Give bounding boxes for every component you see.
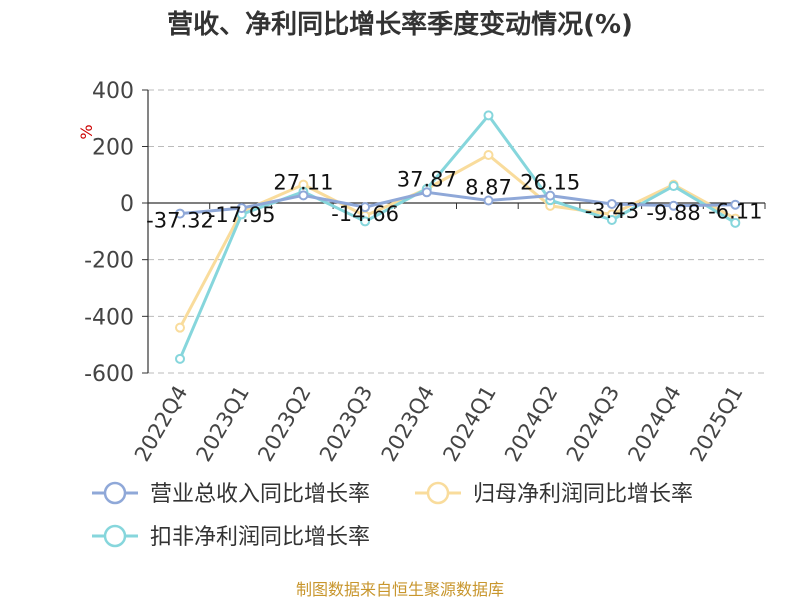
y-tick-label: 200 xyxy=(92,136,134,161)
chart-title: 营收、净利同比增长率季度变动情况(%) xyxy=(167,9,633,40)
data-label: 26.15 xyxy=(520,171,580,195)
data-point[interactable] xyxy=(483,149,494,160)
legend-swatch-marker xyxy=(103,524,127,548)
data-label: -3.43 xyxy=(585,199,639,223)
x-tick-label: 2024Q2 xyxy=(500,382,562,466)
data-label: -17.95 xyxy=(208,203,276,227)
source-note: 制图数据来自恒生聚源数据库 xyxy=(296,580,504,599)
data-point[interactable] xyxy=(606,198,617,209)
data-label: 37.87 xyxy=(397,167,457,191)
x-tick-label: 2025Q1 xyxy=(685,382,747,466)
y-tick-label: -400 xyxy=(84,305,134,330)
data-point[interactable] xyxy=(360,216,371,227)
y-tick-label: -200 xyxy=(84,249,134,274)
data-point[interactable] xyxy=(360,202,371,213)
x-tick-label: 2023Q1 xyxy=(192,382,254,466)
data-label: 27.11 xyxy=(273,170,333,194)
data-label: 8.87 xyxy=(465,175,512,199)
data-point[interactable] xyxy=(298,190,309,201)
x-tick-label: 2023Q2 xyxy=(253,382,315,466)
series-line-0 xyxy=(179,190,736,216)
data-label: -14.66 xyxy=(331,202,399,226)
data-labels: -37.32-17.95 27.11 -14.66 37.87 8.87 26.15-3.… xyxy=(146,167,762,232)
x-tick-label: 2024Q4 xyxy=(623,382,685,466)
data-point[interactable] xyxy=(236,203,247,214)
legend-label: 扣非净利润同比增长率 xyxy=(150,525,370,550)
legend-item-1[interactable]: 归母净利润同比增长率 xyxy=(415,481,693,507)
series-line-2 xyxy=(178,113,737,360)
grid xyxy=(148,89,765,374)
series-lines xyxy=(175,110,741,364)
data-point[interactable] xyxy=(730,217,741,228)
axes xyxy=(147,90,766,373)
legend-label: 归母净利润同比增长率 xyxy=(473,482,693,507)
x-tick-label: 2022Q4 xyxy=(130,382,192,466)
data-point[interactable] xyxy=(175,322,185,333)
data-point[interactable] xyxy=(483,195,494,206)
data-label: -37.32 xyxy=(146,209,214,233)
y-tick-label: -600 xyxy=(84,362,134,387)
data-point[interactable] xyxy=(668,181,679,192)
legend-item-0[interactable]: 营业总收入同比增长率 xyxy=(92,481,370,507)
data-label: -6.11 xyxy=(708,200,762,224)
data-point[interactable] xyxy=(606,215,617,225)
y-tick-label: 0 xyxy=(120,192,134,217)
y-axis-unit: % xyxy=(77,124,96,139)
series-line-1 xyxy=(178,153,737,329)
y-axis-ticks: 400 200 0 -200 -400 -600 xyxy=(84,79,148,387)
x-tick-label: 2023Q3 xyxy=(315,382,377,466)
x-tick-label: 2023Q4 xyxy=(377,382,439,466)
legend-swatch-marker xyxy=(103,481,127,505)
data-point[interactable] xyxy=(668,200,679,211)
data-point[interactable] xyxy=(545,190,556,201)
data-label: -9.88 xyxy=(646,201,700,225)
legend-swatch-marker xyxy=(426,481,450,505)
x-axis-ticks: 2022Q4 2023Q1 2023Q2 2023Q3 2023Q4 2024Q1 2024… xyxy=(130,382,748,466)
x-tick-label: 2024Q1 xyxy=(438,382,500,466)
legend-label: 营业总收入同比增长率 xyxy=(150,482,370,507)
data-point[interactable] xyxy=(483,110,494,121)
x-tick-label: 2024Q3 xyxy=(562,382,624,466)
y-tick-label: 400 xyxy=(92,79,134,104)
data-point[interactable] xyxy=(175,353,185,364)
data-point[interactable] xyxy=(730,199,741,210)
data-point[interactable] xyxy=(175,208,185,219)
data-point[interactable] xyxy=(421,187,432,198)
legend-item-2[interactable]: 扣非净利润同比增长率 xyxy=(92,524,370,550)
